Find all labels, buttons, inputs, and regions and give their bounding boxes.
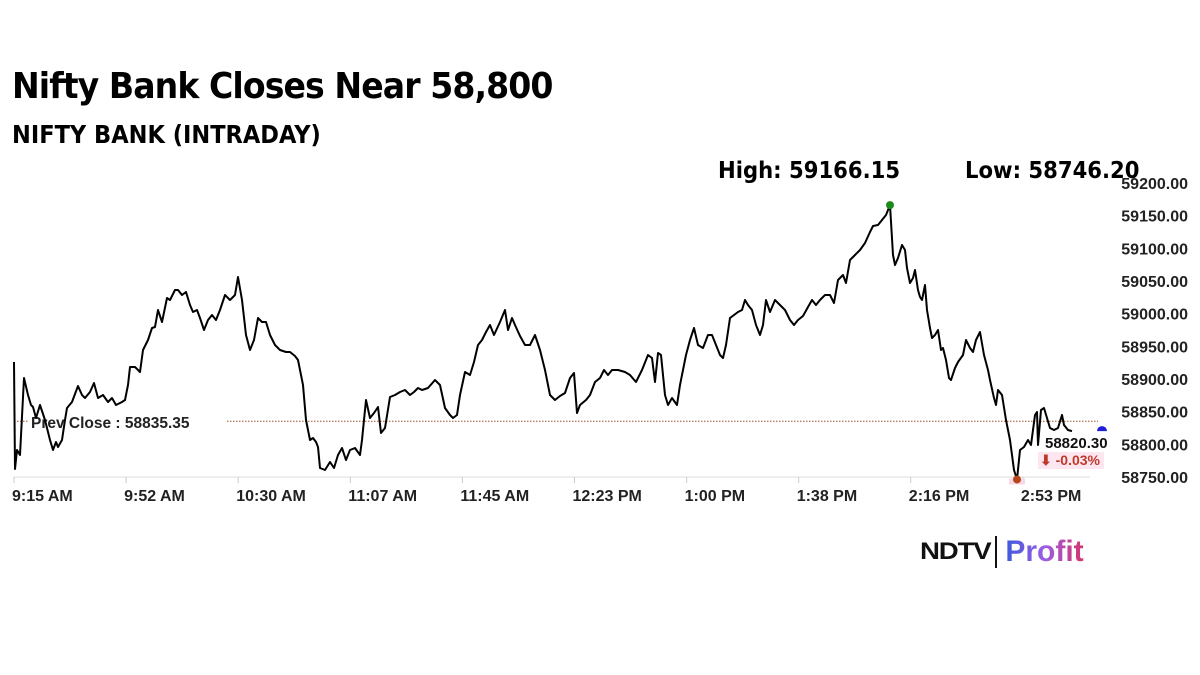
price-line bbox=[13, 204, 1073, 481]
x-axis: 9:15 AM 9:52 AM 10:30 AM 11:07 AM 11:45 AM 12… bbox=[12, 476, 1090, 505]
chart-subtitle: NIFTY BANK (INTRADAY) bbox=[12, 120, 321, 149]
prev-close-label-bg bbox=[28, 410, 226, 432]
x-tick-label: 2:53 PM bbox=[1021, 488, 1081, 505]
last-value-label: 58820.30 bbox=[1045, 435, 1108, 452]
change-percent-label: ⬇ -0.03% bbox=[1040, 452, 1101, 468]
x-tick-label: 1:00 PM bbox=[685, 488, 745, 505]
y-axis: 59200.00 59150.00 59100.00 59050.00 59000.00… bbox=[1121, 176, 1188, 487]
page-title: Nifty Bank Closes Near 58,800 bbox=[12, 66, 553, 107]
x-tick-label: 9:15 AM bbox=[12, 488, 73, 505]
y-tick-label: 58950.00 bbox=[1121, 339, 1188, 356]
x-tick-label: 9:52 AM bbox=[124, 488, 185, 505]
x-tick-label: 12:23 PM bbox=[573, 488, 642, 505]
x-tick-label: 10:30 AM bbox=[236, 488, 306, 505]
ndtv-wordmark: NDTV bbox=[920, 538, 992, 565]
x-tick-label: 11:45 AM bbox=[460, 488, 529, 505]
y-tick-label: 59000.00 bbox=[1121, 307, 1188, 324]
x-tick-label: 2:16 PM bbox=[909, 488, 969, 505]
y-tick-label: 59050.00 bbox=[1121, 274, 1188, 291]
change-label-bg bbox=[1038, 452, 1104, 469]
last-value-marker-icon bbox=[1097, 426, 1107, 432]
high-value-label: High: 59166.15 bbox=[718, 158, 901, 184]
y-tick-label: 59150.00 bbox=[1121, 209, 1188, 226]
y-tick-label: 59100.00 bbox=[1121, 241, 1188, 258]
profit-wordmark: Profit bbox=[1005, 535, 1084, 568]
y-tick-label: 58800.00 bbox=[1121, 437, 1188, 454]
low-marker-icon bbox=[1013, 475, 1021, 484]
y-tick-label: 58850.00 bbox=[1121, 405, 1188, 422]
y-tick-label: 58900.00 bbox=[1121, 372, 1188, 389]
ndtv-profit-logo: NDTV Profit bbox=[920, 534, 1084, 570]
y-tick-label: 59200.00 bbox=[1121, 176, 1188, 193]
high-marker-icon bbox=[886, 201, 894, 210]
x-tick-label: 11:07 AM bbox=[348, 488, 417, 505]
low-value-label: Low: 58746.20 bbox=[965, 158, 1140, 184]
logo-divider bbox=[995, 536, 998, 568]
y-tick-label: 58750.00 bbox=[1121, 470, 1188, 487]
prev-close-label: Prev Close : 58835.35 bbox=[31, 415, 190, 432]
x-tick-label: 1:38 PM bbox=[797, 488, 857, 505]
